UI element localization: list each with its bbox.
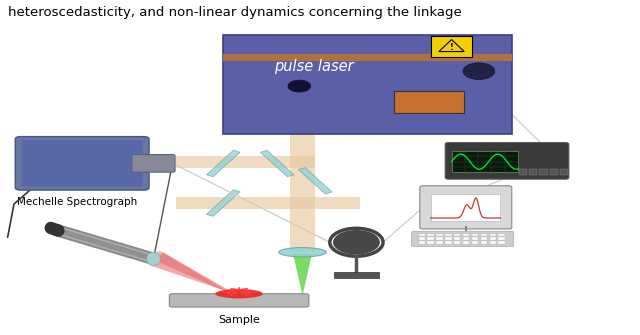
Bar xyxy=(223,54,512,61)
Bar xyxy=(499,233,505,236)
Bar xyxy=(560,169,568,175)
Bar xyxy=(499,241,505,244)
Bar xyxy=(463,233,469,236)
Polygon shape xyxy=(176,197,360,209)
Text: Mechelle Spectrograph: Mechelle Spectrograph xyxy=(17,197,138,207)
Bar xyxy=(490,241,496,244)
Polygon shape xyxy=(176,156,316,168)
Bar xyxy=(436,237,443,240)
Text: !: ! xyxy=(450,44,454,52)
Polygon shape xyxy=(207,150,240,177)
Polygon shape xyxy=(207,190,240,216)
Bar xyxy=(481,237,487,240)
FancyBboxPatch shape xyxy=(223,35,512,134)
Bar xyxy=(481,241,487,244)
Bar xyxy=(454,233,460,236)
Bar xyxy=(436,233,443,236)
Bar xyxy=(490,233,496,236)
Bar xyxy=(419,237,425,240)
Ellipse shape xyxy=(279,248,326,257)
Bar xyxy=(428,241,434,244)
Bar xyxy=(463,237,469,240)
Bar xyxy=(419,233,425,236)
Bar xyxy=(452,151,518,173)
Bar xyxy=(481,233,487,236)
FancyBboxPatch shape xyxy=(15,137,149,190)
Bar xyxy=(445,241,452,244)
Bar xyxy=(454,237,460,240)
Bar xyxy=(472,237,478,240)
Polygon shape xyxy=(260,150,294,177)
FancyBboxPatch shape xyxy=(132,154,175,172)
Ellipse shape xyxy=(147,252,161,266)
Ellipse shape xyxy=(215,289,263,298)
FancyBboxPatch shape xyxy=(394,91,464,113)
Polygon shape xyxy=(298,168,332,194)
Polygon shape xyxy=(293,254,312,295)
Bar xyxy=(419,241,425,244)
FancyBboxPatch shape xyxy=(445,143,569,179)
Bar xyxy=(431,194,500,221)
Bar xyxy=(445,237,452,240)
FancyBboxPatch shape xyxy=(22,140,143,187)
Circle shape xyxy=(333,230,380,255)
Polygon shape xyxy=(150,252,252,295)
Bar xyxy=(445,233,452,236)
Bar xyxy=(490,237,496,240)
Text: Sample: Sample xyxy=(218,315,260,325)
FancyBboxPatch shape xyxy=(420,186,512,229)
Bar xyxy=(529,169,537,175)
Bar xyxy=(454,241,460,244)
Circle shape xyxy=(288,80,311,92)
Polygon shape xyxy=(147,251,233,294)
Text: pulse laser: pulse laser xyxy=(274,59,354,74)
FancyBboxPatch shape xyxy=(412,231,514,247)
Bar xyxy=(540,169,548,175)
Bar xyxy=(463,241,469,244)
FancyBboxPatch shape xyxy=(170,294,309,307)
Bar xyxy=(436,241,443,244)
Text: heteroscedasticity, and non-linear dynamics concerning the linkage: heteroscedasticity, and non-linear dynam… xyxy=(8,6,461,19)
Bar xyxy=(550,169,558,175)
Bar xyxy=(472,241,478,244)
Bar xyxy=(472,233,478,236)
Bar xyxy=(499,237,505,240)
Bar xyxy=(519,169,527,175)
Bar xyxy=(334,272,379,278)
Bar xyxy=(428,233,434,236)
Polygon shape xyxy=(290,134,316,252)
FancyBboxPatch shape xyxy=(431,36,472,57)
Bar xyxy=(428,237,434,240)
Circle shape xyxy=(463,63,495,79)
